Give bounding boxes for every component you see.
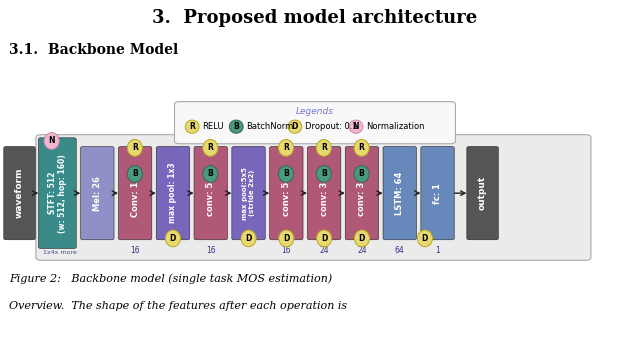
Text: R: R xyxy=(207,143,214,152)
Text: D: D xyxy=(169,234,176,243)
FancyBboxPatch shape xyxy=(118,147,152,240)
Text: 24: 24 xyxy=(357,246,367,255)
FancyBboxPatch shape xyxy=(270,147,303,240)
Text: conv: 5x5: conv: 5x5 xyxy=(206,170,215,216)
Text: R: R xyxy=(283,143,289,152)
Text: R: R xyxy=(189,122,195,131)
Ellipse shape xyxy=(185,120,199,133)
Text: STFT: 512
(w: 512, hop: 160): STFT: 512 (w: 512, hop: 160) xyxy=(48,154,67,232)
Text: conv: 3x3: conv: 3x3 xyxy=(319,171,329,216)
Text: fc: 1: fc: 1 xyxy=(433,183,442,204)
Text: R: R xyxy=(132,143,138,152)
Text: D: D xyxy=(358,234,365,243)
Ellipse shape xyxy=(354,140,369,156)
Ellipse shape xyxy=(229,120,243,133)
Ellipse shape xyxy=(203,166,218,182)
FancyBboxPatch shape xyxy=(81,147,114,240)
Text: D: D xyxy=(283,234,290,243)
Text: 16: 16 xyxy=(130,246,140,255)
FancyBboxPatch shape xyxy=(345,147,379,240)
Text: 1: 1 xyxy=(435,246,440,255)
Text: 64: 64 xyxy=(395,246,404,255)
FancyBboxPatch shape xyxy=(156,147,190,240)
FancyBboxPatch shape xyxy=(38,138,76,248)
Text: RELU: RELU xyxy=(202,122,224,131)
Ellipse shape xyxy=(316,166,331,182)
Text: B: B xyxy=(321,169,327,179)
Text: B: B xyxy=(207,169,214,179)
Ellipse shape xyxy=(241,230,256,247)
Ellipse shape xyxy=(354,166,369,182)
Ellipse shape xyxy=(354,230,369,247)
Text: Legends: Legends xyxy=(296,107,334,116)
Ellipse shape xyxy=(316,230,331,247)
Ellipse shape xyxy=(278,166,294,182)
FancyBboxPatch shape xyxy=(194,147,227,240)
Ellipse shape xyxy=(165,230,181,247)
Text: Dropout: 0.1: Dropout: 0.1 xyxy=(305,122,358,131)
FancyBboxPatch shape xyxy=(421,147,454,240)
Text: B: B xyxy=(132,169,138,179)
Text: 1x4x more: 1x4x more xyxy=(43,250,77,255)
FancyBboxPatch shape xyxy=(232,147,265,240)
Text: Normalization: Normalization xyxy=(366,122,425,131)
Text: conv: 3x3: conv: 3x3 xyxy=(357,171,367,216)
Text: Overview.  The shape of the features after each operation is: Overview. The shape of the features afte… xyxy=(9,301,348,311)
Text: BatchNorm: BatchNorm xyxy=(246,122,294,131)
Text: 24: 24 xyxy=(319,246,329,255)
FancyBboxPatch shape xyxy=(175,102,455,144)
Text: D: D xyxy=(245,234,252,243)
Text: Figure 2:   Backbone model (single task MOS estimation): Figure 2: Backbone model (single task MO… xyxy=(9,273,333,284)
Ellipse shape xyxy=(127,166,142,182)
Ellipse shape xyxy=(279,230,294,247)
Text: B: B xyxy=(358,169,365,179)
Text: R: R xyxy=(358,143,365,152)
Text: Conv: 1x5: Conv: 1x5 xyxy=(130,170,140,216)
Ellipse shape xyxy=(127,140,142,156)
Text: max pool:5x5
(stride 2x2): max pool:5x5 (stride 2x2) xyxy=(243,167,255,220)
Text: B: B xyxy=(283,169,289,179)
Text: conv: 5x5: conv: 5x5 xyxy=(282,170,291,216)
FancyBboxPatch shape xyxy=(383,147,416,240)
Ellipse shape xyxy=(278,140,294,156)
Text: B: B xyxy=(233,122,239,131)
FancyBboxPatch shape xyxy=(4,147,35,240)
Text: LSTM: 64: LSTM: 64 xyxy=(395,172,404,215)
Ellipse shape xyxy=(417,230,432,247)
Ellipse shape xyxy=(316,140,331,156)
Text: D: D xyxy=(421,234,428,243)
Ellipse shape xyxy=(44,133,59,149)
FancyBboxPatch shape xyxy=(467,147,498,240)
FancyBboxPatch shape xyxy=(307,147,341,240)
Text: 16: 16 xyxy=(206,246,215,255)
FancyBboxPatch shape xyxy=(36,135,591,260)
Ellipse shape xyxy=(288,120,302,133)
Text: 16: 16 xyxy=(282,246,291,255)
Text: 3.1.  Backbone Model: 3.1. Backbone Model xyxy=(9,44,179,57)
Ellipse shape xyxy=(349,120,363,133)
Text: N: N xyxy=(353,122,359,131)
Text: output: output xyxy=(478,176,487,210)
Text: waveform: waveform xyxy=(15,168,24,219)
Text: N: N xyxy=(49,136,55,145)
Text: R: R xyxy=(321,143,327,152)
Text: max pool: 1x3: max pool: 1x3 xyxy=(168,163,178,223)
Ellipse shape xyxy=(203,140,218,156)
Text: D: D xyxy=(292,122,298,131)
Text: 3.  Proposed model architecture: 3. Proposed model architecture xyxy=(152,9,478,27)
Text: D: D xyxy=(321,234,328,243)
Text: Mel: 26: Mel: 26 xyxy=(93,176,102,211)
